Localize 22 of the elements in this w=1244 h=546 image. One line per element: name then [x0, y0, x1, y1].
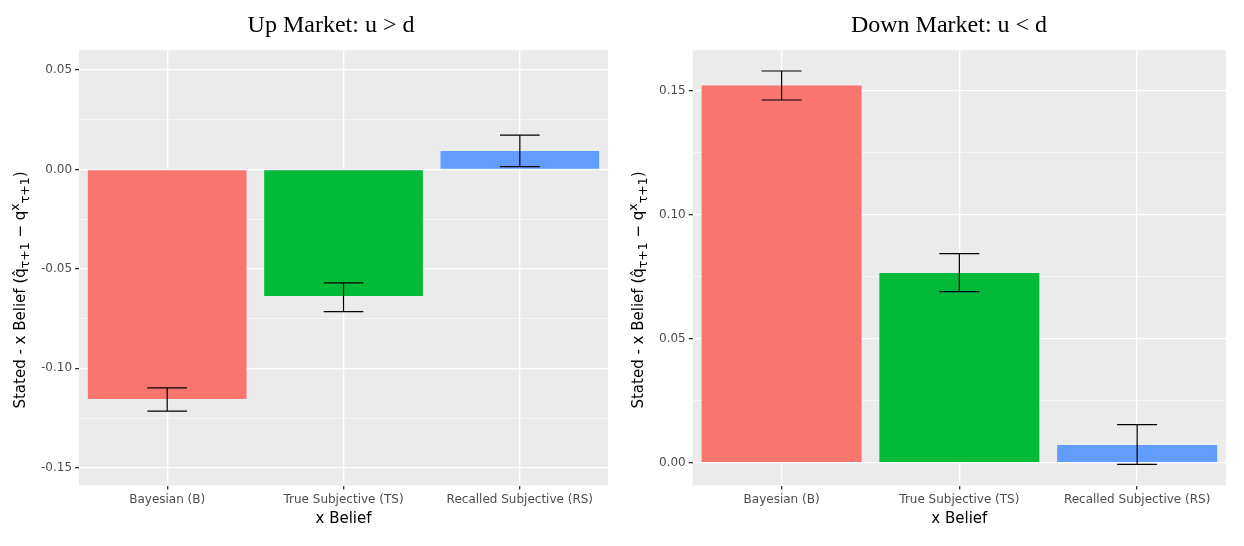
chart-title: Down Market: u < d — [849, 10, 1049, 39]
x-tick-label: True Subjective (TS) — [282, 491, 404, 506]
x-tick-label: Bayesian (B) — [129, 491, 206, 506]
y-tick-label: 0.05 — [659, 330, 686, 345]
y-tick-label: -0.10 — [40, 360, 73, 375]
x-tick-label: Recalled Subjective (RS) — [446, 491, 594, 506]
y-tick-label: 0.10 — [659, 206, 686, 221]
x-tick-label: True Subjective (TS) — [898, 491, 1020, 506]
bar — [1057, 444, 1218, 462]
y-tick-label: -0.05 — [40, 261, 73, 276]
x-axis-title: x Belief — [931, 508, 989, 527]
y-tick-label: -0.15 — [40, 459, 73, 474]
bar — [879, 272, 1040, 462]
x-tick-label: Recalled Subjective (RS) — [1063, 491, 1211, 506]
chart-title: Up Market: u > d — [246, 10, 416, 39]
x-tick-label: Bayesian (B) — [743, 491, 820, 506]
x-axis-title: x Belief — [315, 508, 373, 527]
y-tick-label: 0.00 — [45, 161, 73, 176]
y-tick-label: 0.05 — [45, 62, 73, 77]
y-tick-label: 0.00 — [659, 454, 686, 469]
bar — [701, 85, 862, 462]
y-tick-label: 0.15 — [659, 82, 686, 97]
